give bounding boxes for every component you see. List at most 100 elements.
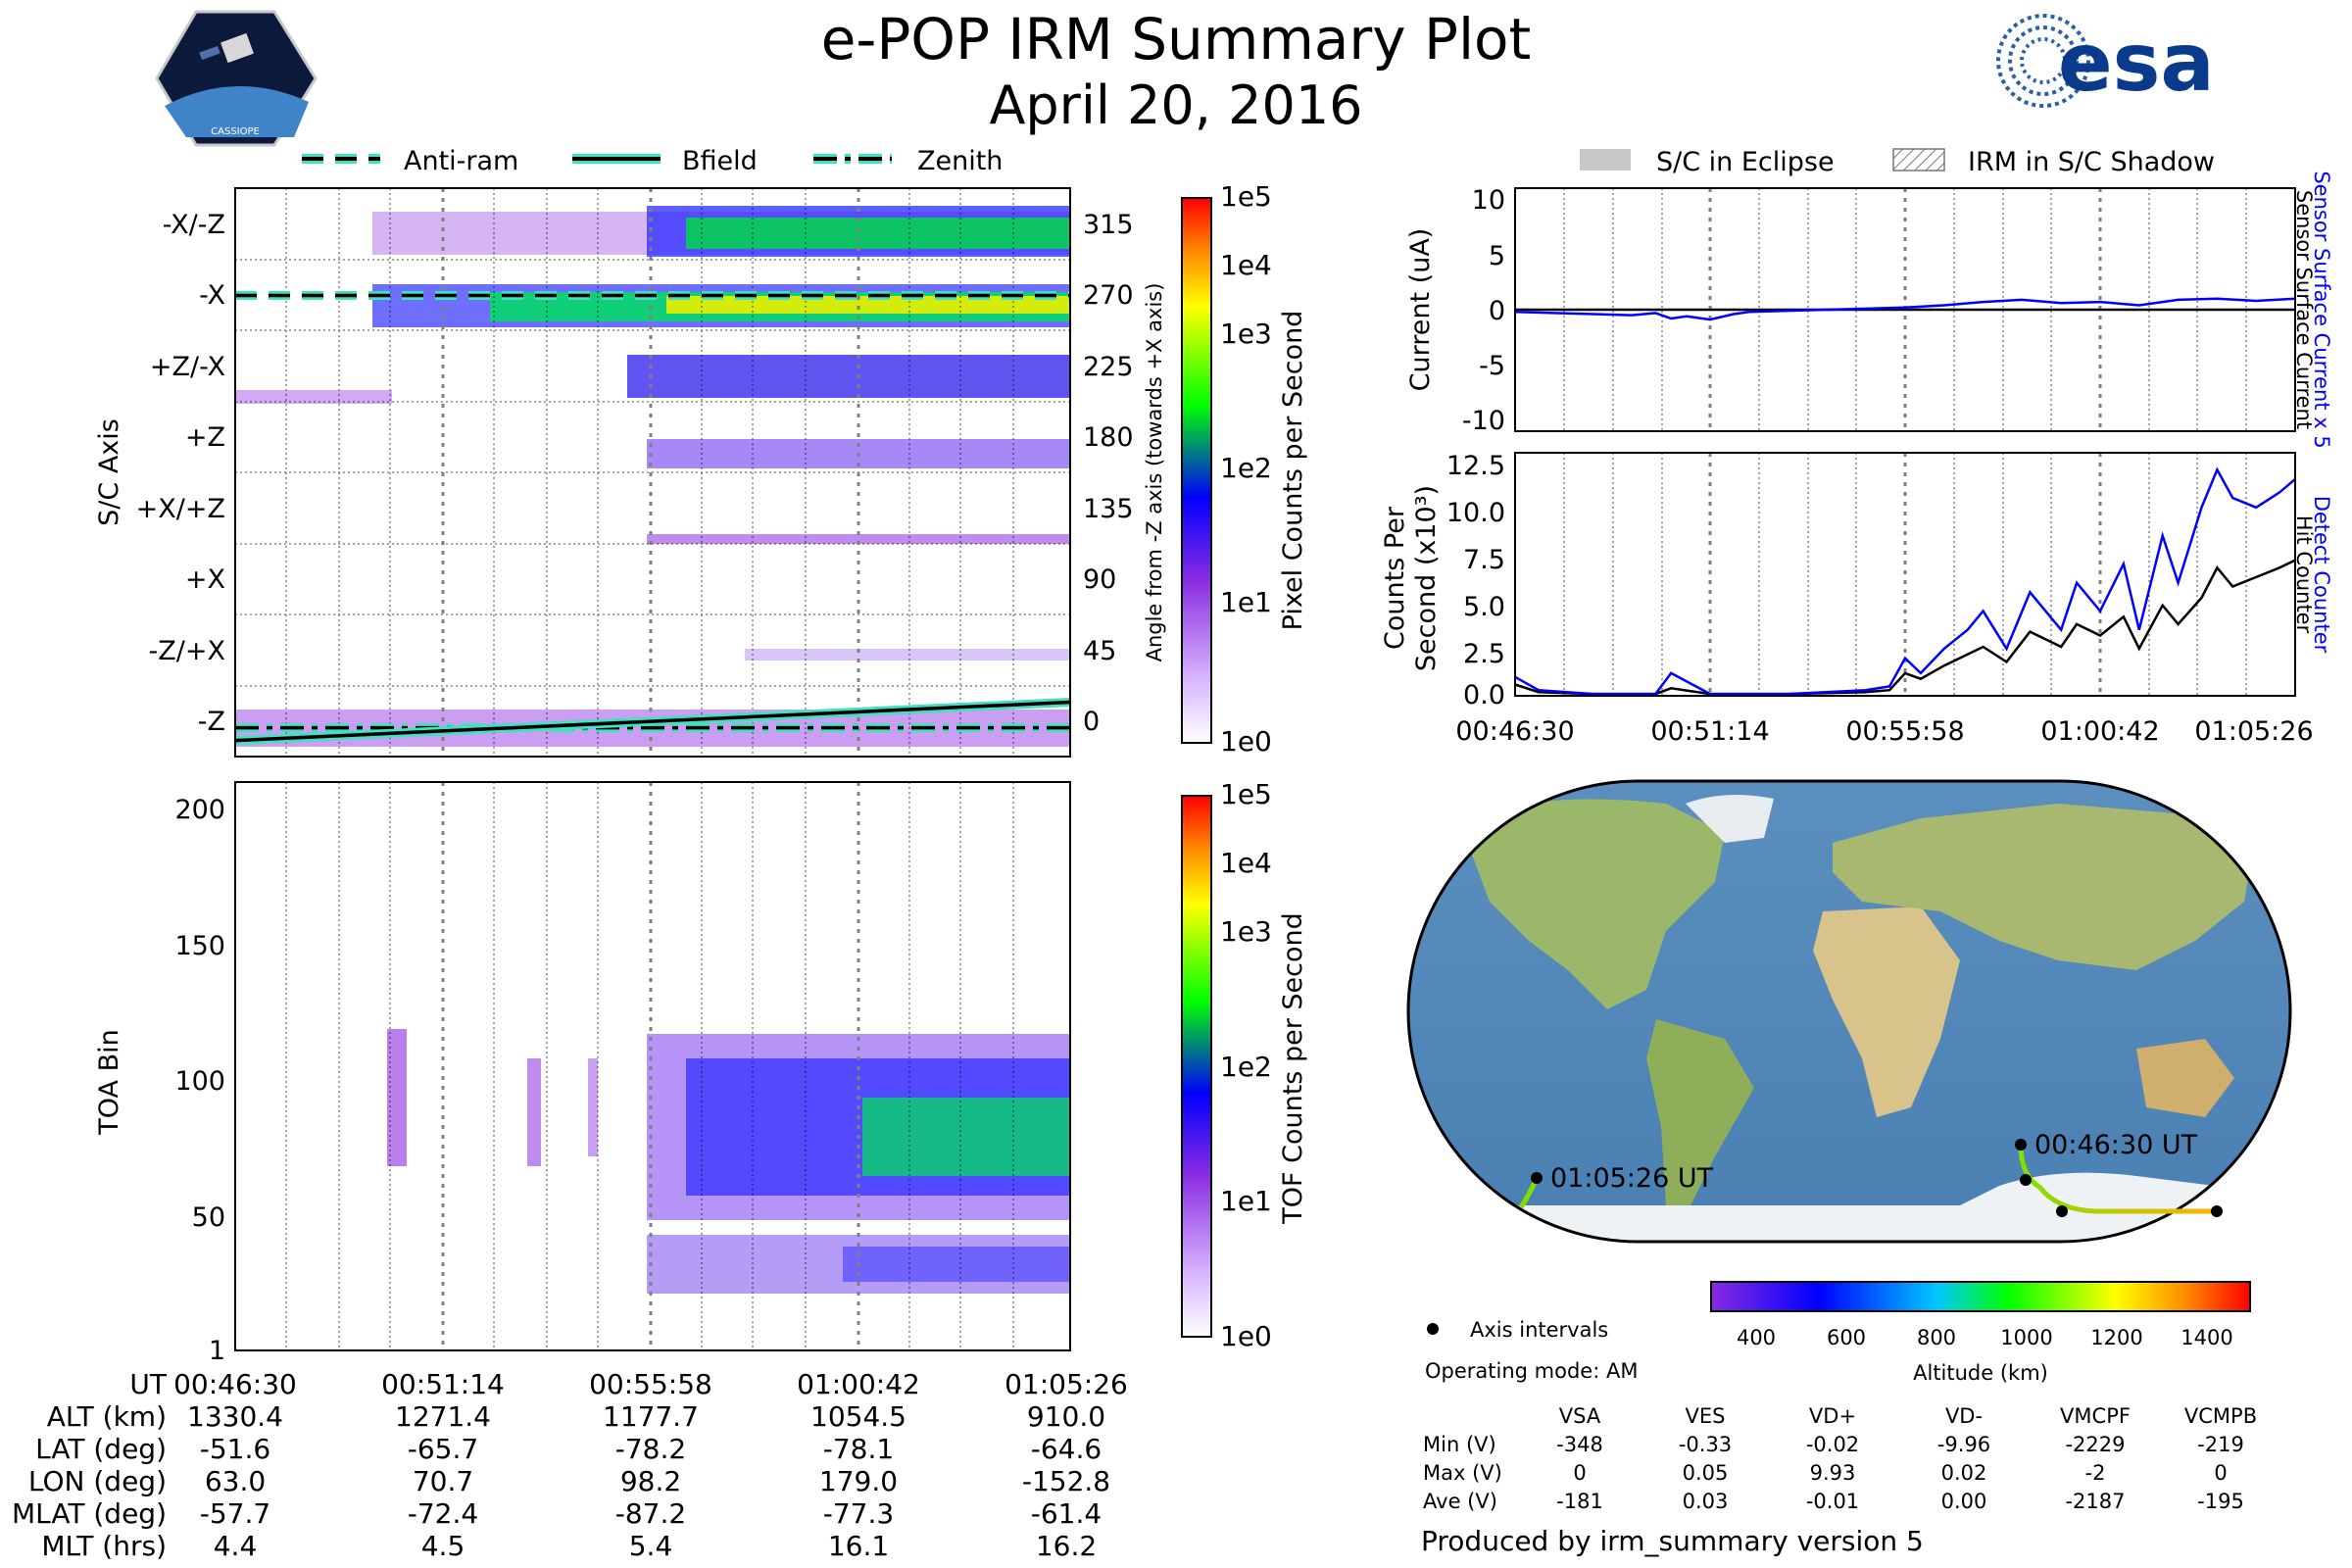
current-plot-right-label-blue: Sensor Surface Current x 5 <box>2310 171 2333 448</box>
axis-tick-label: 90 <box>1083 564 1116 595</box>
info-cell: -152.8 <box>1022 1465 1110 1497</box>
info-cell: 63.0 <box>205 1465 266 1497</box>
legend-bfield-label: Bfield <box>682 146 758 176</box>
south-america <box>1646 1019 1754 1215</box>
colorbar-tick: 400 <box>1737 1326 1776 1349</box>
voltage-cell: -0.02 <box>1806 1433 1859 1456</box>
counts-plot-major-lines <box>1708 453 2102 696</box>
counts-plot-xticks: 00:46:30 00:51:14 00:55:58 01:00:42 01:0… <box>1455 716 2313 747</box>
esa-logo-text: esa <box>2058 17 2215 110</box>
axis-tick-label: 150 <box>174 931 225 961</box>
counts-plot-gridlines <box>1563 453 2247 696</box>
info-cell: 4.4 <box>214 1530 258 1562</box>
world-map: 00:46:30 UT 01:05:26 UT <box>1406 779 2292 1244</box>
axis-tick-label: -5 <box>1479 351 1505 381</box>
axis-tick-label: 00:55:58 <box>1845 716 1964 747</box>
voltage-cell: -181 <box>1556 1490 1603 1513</box>
info-cell: 98.2 <box>620 1465 681 1497</box>
track-end-marker <box>1531 1172 1543 1184</box>
colorbar-tick: 1e2 <box>1220 1051 1272 1083</box>
axis-tick-label: 5 <box>1489 241 1505 271</box>
toa-spectrogram-ylabel: TOA Bin <box>94 1029 124 1135</box>
detect-counter-line <box>1514 466 2296 696</box>
axis-tick-label: -X <box>199 280 225 311</box>
colorbar-tick: 1e0 <box>1220 1320 1272 1352</box>
info-cell: 5.4 <box>629 1530 673 1562</box>
colorbar-tick: 1e3 <box>1220 318 1272 350</box>
toa-spectrogram-major-lines <box>441 782 860 1350</box>
legend-anti-ram: Anti-ram <box>302 146 518 176</box>
voltage-header: VD- <box>1945 1404 1983 1428</box>
colorbar-tick: 1e5 <box>1220 778 1272 810</box>
axis-tick-label: 0 <box>1489 296 1505 326</box>
info-cell: 01:05:26 <box>1004 1368 1128 1400</box>
axis-tick-label: 0.0 <box>1463 680 1505 710</box>
voltage-cell: -2 <box>2085 1461 2106 1485</box>
axis-tick-label: +X <box>185 564 225 595</box>
track-end-label: 01:05:26 UT <box>1550 1163 1714 1194</box>
info-cell: -57.7 <box>200 1497 270 1530</box>
colorbar-tick: 1e4 <box>1220 249 1272 281</box>
axis-tick-label: 12.5 <box>1446 451 1505 481</box>
map-legend: Axis intervals Operating mode: AM <box>1425 1318 1638 1383</box>
toa-spectrogram-fill <box>387 1029 1070 1294</box>
legend-bfield: Bfield <box>572 146 758 176</box>
track-marker <box>2056 1205 2068 1217</box>
toa-spectrogram-gridlines <box>285 782 1014 1350</box>
voltage-headers: VSA VES VD+ VD- VMCPF VCMPB <box>1559 1404 2257 1428</box>
pixel-spectrogram-gridlines <box>235 188 1070 757</box>
info-cell: 16.2 <box>1036 1530 1097 1562</box>
axis-tick-label: 5.0 <box>1463 592 1505 622</box>
info-row-label: MLT (hrs) <box>41 1530 167 1562</box>
tof-colorbar-label: TOF Counts per Second <box>1278 912 1308 1225</box>
colorbar-tick: 1e5 <box>1220 180 1272 213</box>
info-cell: 01:00:42 <box>797 1368 920 1400</box>
info-cell: 179.0 <box>819 1465 898 1497</box>
toa-spectrogram-yticks: 200 150 100 50 1 <box>174 795 225 1366</box>
axis-tick-label: 180 <box>1083 422 1134 453</box>
voltage-cell: -219 <box>2197 1433 2244 1456</box>
eclipse-swatch <box>1580 149 1631 171</box>
sensor-current-x-5-line <box>1514 297 2296 321</box>
figure-date: April 20, 2016 <box>989 74 1362 136</box>
voltage-row-ave: Ave (V) -181 0.03 -0.01 0.00 -2187 -195 <box>1423 1490 2244 1513</box>
info-cell: 1054.5 <box>810 1400 906 1433</box>
axis-tick-label: -X/-Z <box>163 210 225 240</box>
voltage-row-label: Ave (V) <box>1423 1490 1497 1513</box>
axis-tick-label: 135 <box>1083 494 1134 524</box>
info-cell: 70.7 <box>413 1465 473 1497</box>
voltage-cell: -0.33 <box>1679 1433 1732 1456</box>
shadow-legend: S/C in Eclipse IRM in S/C Shadow <box>1580 147 2215 177</box>
pixel-spectrogram-right-ticks: 315 270 225 180 135 90 45 0 <box>1083 210 1134 737</box>
axis-tick-label: +Z/-X <box>150 352 225 382</box>
current-plot-right-label-black: Sensor Surface Current <box>2292 190 2316 429</box>
track-start-label: 00:46:30 UT <box>2034 1130 2198 1160</box>
axis-tick-label: 10.0 <box>1446 498 1505 528</box>
current-lines <box>1514 297 2296 321</box>
greenland <box>1686 795 1774 843</box>
legend-shadow-label: IRM in S/C Shadow <box>1968 147 2215 177</box>
legend-eclipse-label: S/C in Eclipse <box>1656 147 1835 177</box>
voltage-cell: -2229 <box>2065 1433 2125 1456</box>
voltage-cell: 0 <box>1573 1461 1586 1485</box>
axis-tick-label: 00:46:30 <box>1455 716 1574 747</box>
pixel-spectrogram-ylabel: S/C Axis <box>94 418 124 526</box>
info-cell: -87.2 <box>615 1497 686 1530</box>
altitude-colorbar-label: Altitude (km) <box>1913 1361 2048 1385</box>
axis-tick-label: 225 <box>1083 352 1134 382</box>
pixel-spectrogram-frame <box>234 187 1071 758</box>
info-cell: 00:51:14 <box>381 1368 505 1400</box>
voltage-cell: 0.05 <box>1683 1461 1729 1485</box>
info-cell: 00:55:58 <box>589 1368 712 1400</box>
axis-tick-label: 1 <box>209 1336 225 1366</box>
axis-tick-label: +Z <box>185 422 225 453</box>
voltage-header: VES <box>1686 1404 1726 1428</box>
tof-colorbar: 1e5 1e4 1e3 1e2 1e1 1e0 TOF Counts per S… <box>1181 778 1308 1352</box>
info-table-row-labels: UT ALT (km) LAT (deg) LON (deg) MLAT (de… <box>12 1368 168 1562</box>
info-cell: 16.1 <box>828 1530 889 1562</box>
colorbar-tick: 1e4 <box>1220 847 1272 879</box>
voltage-header: VMCPF <box>2060 1404 2131 1428</box>
shadow-swatch <box>1892 148 1945 172</box>
current-plot-yticks: 10 5 0 -5 -10 <box>1462 185 1505 436</box>
